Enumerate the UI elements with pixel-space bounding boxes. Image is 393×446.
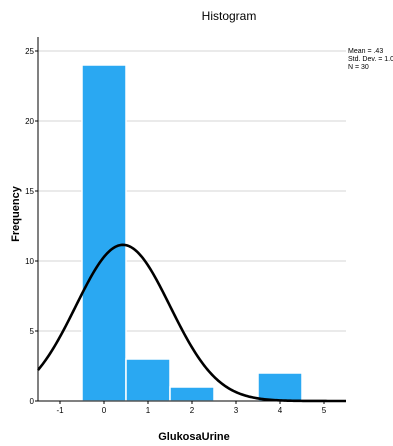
x-ticks: -1 0 1 2 3 4 5 <box>56 401 327 415</box>
y-tick-label: 15 <box>25 187 34 196</box>
x-tick-label: 0 <box>102 406 107 415</box>
y-tick-label: 5 <box>30 327 35 336</box>
chart-title: Histogram <box>202 9 257 23</box>
stat-line: Mean = .43 <box>348 48 383 55</box>
y-ticks: 0 5 10 15 20 25 <box>25 47 38 406</box>
x-tick-label: 4 <box>278 406 283 415</box>
y-tick-label: 10 <box>25 257 34 266</box>
bar <box>169 386 215 402</box>
y-tick-label: 0 <box>30 397 35 406</box>
x-tick-label: 3 <box>234 406 239 415</box>
y-tick-label: 20 <box>25 117 34 126</box>
x-tick-label: -1 <box>56 406 64 415</box>
y-axis-label: Frequency <box>10 185 22 242</box>
bars-group <box>81 64 303 402</box>
bar <box>125 358 171 402</box>
stat-line: Std. Dev. = 1.073 <box>348 56 393 63</box>
x-tick-label: 5 <box>322 406 327 415</box>
bar <box>81 64 127 402</box>
y-tick-label: 25 <box>25 47 34 56</box>
x-tick-label: 2 <box>190 406 195 415</box>
x-axis-label: GlukosaUrine <box>158 431 230 443</box>
stat-line: N = 30 <box>348 64 369 71</box>
bar <box>257 372 303 402</box>
x-tick-label: 1 <box>146 406 151 415</box>
